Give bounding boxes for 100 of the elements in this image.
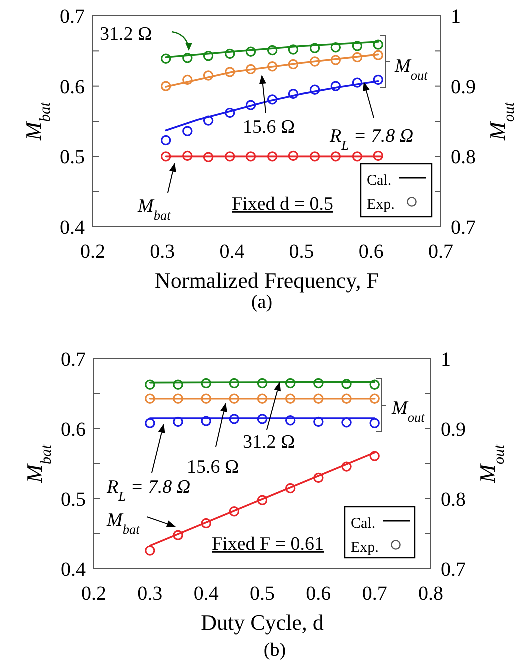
y2-tick-label: 0.7	[441, 559, 466, 581]
point	[229, 506, 240, 517]
y2-tick-label: 1	[451, 6, 461, 28]
point	[246, 100, 256, 110]
x-tick-label: 0.6	[358, 241, 384, 263]
point	[370, 451, 380, 462]
point	[257, 495, 268, 506]
x-tick-label: 0.3	[150, 241, 176, 263]
y-tick-label: 0.4	[60, 217, 85, 239]
annotation: M$_{out}$	[394, 56, 428, 82]
point	[145, 380, 156, 390]
x-tick-label: 0.8	[418, 583, 444, 605]
y-tick-label: 0.7	[61, 349, 86, 371]
point	[173, 530, 184, 540]
point	[330, 55, 342, 66]
point	[288, 88, 299, 100]
x-axis-title: Duty Cycle, d	[201, 610, 324, 635]
point	[288, 59, 299, 70]
point	[201, 416, 212, 426]
point	[330, 81, 342, 92]
point	[267, 62, 278, 72]
point	[267, 45, 278, 56]
y2-tick-label: 0.9	[441, 419, 466, 441]
point	[285, 483, 296, 494]
point	[370, 380, 380, 390]
point	[229, 394, 240, 404]
point	[352, 41, 363, 52]
point	[160, 54, 172, 64]
annotation: M$_{bat}$	[137, 196, 172, 222]
y-tick-label: 0.5	[61, 489, 86, 511]
point	[201, 518, 212, 529]
annotation: M$_{out}$	[391, 398, 426, 424]
x-axis-title: Normalized Frequency, F	[154, 268, 380, 293]
point	[145, 394, 156, 404]
point	[310, 56, 320, 67]
point	[201, 378, 212, 389]
point	[225, 67, 236, 78]
point	[373, 50, 384, 60]
point	[352, 52, 363, 63]
point	[288, 44, 299, 55]
y-tick-label: 0.4	[61, 559, 86, 581]
y2-tick-label: 0.8	[441, 489, 466, 511]
x-tick-label: 0.2	[80, 241, 106, 263]
point	[246, 46, 256, 57]
point	[229, 414, 240, 424]
point	[285, 378, 296, 389]
point	[310, 43, 320, 54]
point	[182, 53, 193, 64]
x-tick-label: 0.7	[428, 241, 454, 263]
annotation: 15.6 Ω	[243, 117, 296, 138]
point	[342, 462, 352, 472]
point	[330, 42, 342, 53]
point	[314, 378, 324, 389]
point	[203, 50, 214, 62]
point	[257, 394, 268, 404]
y2-tick-label: 0.8	[451, 146, 476, 169]
annotation: R$_{L}$ = 7.8 Ω	[329, 126, 414, 152]
text: (b)	[264, 640, 286, 661]
annotation: Exp.	[367, 197, 395, 213]
annotation: Fixed d = 0.5	[232, 194, 334, 215]
y-tick-label: 0.5	[60, 146, 85, 169]
point	[342, 394, 352, 404]
y2-tick-label: 0.7	[451, 217, 476, 239]
point	[182, 126, 193, 136]
x-tick-label: 0.3	[138, 583, 163, 605]
point	[182, 74, 193, 86]
point	[229, 378, 240, 389]
point	[257, 378, 268, 389]
point	[173, 394, 184, 404]
x-tick-label: 0.4	[220, 241, 245, 263]
point	[352, 78, 363, 88]
x-tick-label: 0.4	[194, 583, 219, 605]
annotation: 15.6 Ω	[187, 457, 240, 478]
point	[370, 418, 380, 428]
annotation: Cal.	[367, 173, 392, 189]
y2-tick-label: 1	[441, 349, 451, 371]
point	[373, 74, 384, 86]
x-tick-label: 0.6	[306, 583, 332, 605]
point	[257, 414, 268, 424]
x-tick-label: 0.5	[250, 583, 275, 605]
y-tick-label: 0.6	[61, 419, 86, 441]
y2-tick-label: 0.9	[451, 76, 476, 98]
point	[246, 64, 256, 75]
annotation: Exp.	[351, 540, 379, 556]
point	[203, 116, 214, 126]
point	[342, 379, 352, 390]
x-tick-label: 0.5	[289, 241, 314, 263]
point	[373, 40, 384, 50]
point	[342, 418, 352, 428]
point	[225, 108, 236, 118]
annotation: 31.2 Ω	[100, 24, 152, 45]
annotation: Fixed F = 0.61	[212, 534, 324, 555]
x-tick-label: 0.7	[362, 583, 388, 605]
point	[145, 418, 156, 428]
text: (a)	[251, 292, 273, 313]
point	[201, 394, 212, 404]
annotation: R$_{L}$ = 7.8 Ω	[106, 477, 191, 504]
point	[314, 394, 324, 404]
point	[285, 416, 296, 426]
y-tick-label: 0.6	[60, 76, 85, 98]
